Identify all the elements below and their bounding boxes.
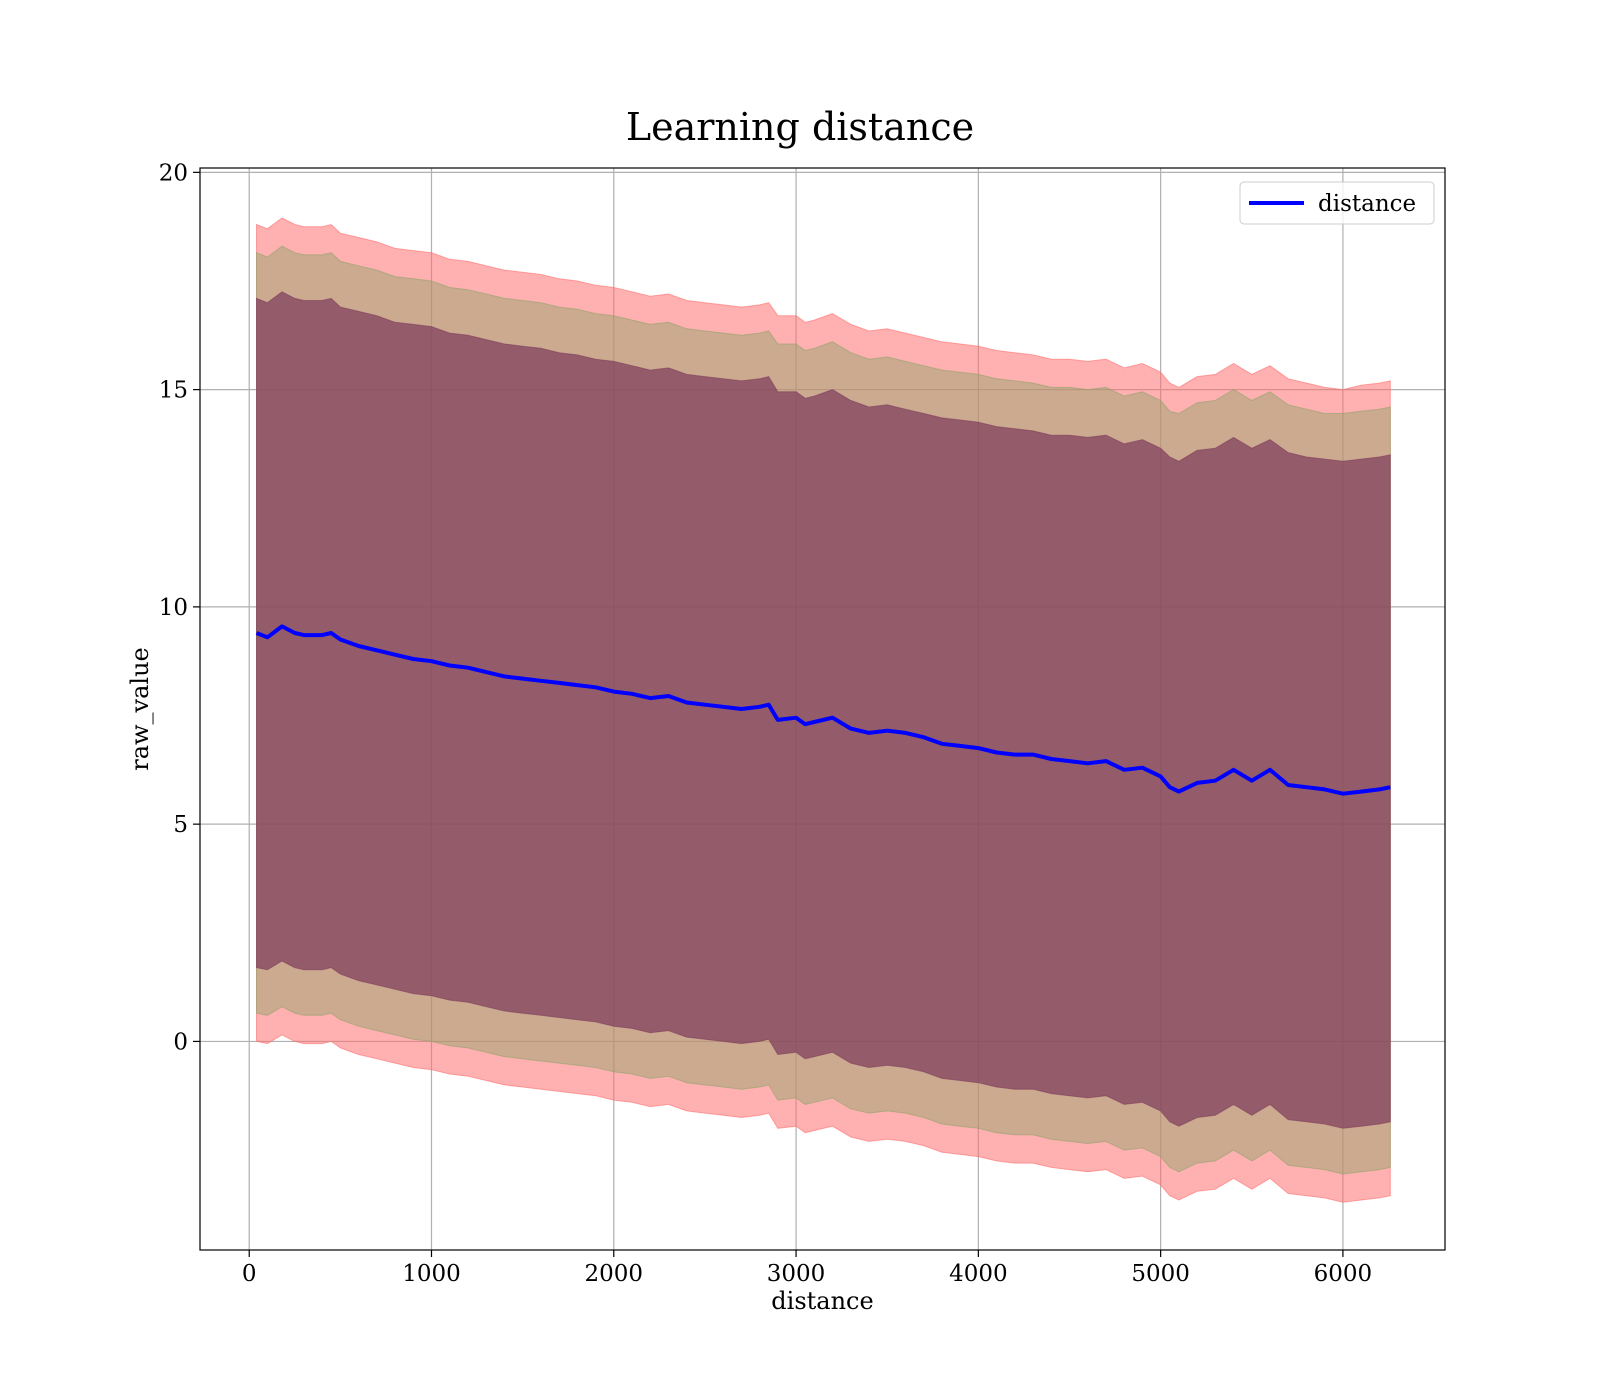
x-tick-label: 1000 — [402, 1261, 461, 1287]
chart-title: Learning distance — [626, 105, 974, 149]
y-tick-label: 5 — [173, 812, 188, 838]
legend-label-distance: distance — [1318, 191, 1416, 217]
y-tick-label: 15 — [159, 378, 188, 404]
x-tick-label: 4000 — [949, 1261, 1008, 1287]
legend-box — [1239, 181, 1435, 225]
y-tick-label: 0 — [173, 1029, 188, 1055]
y-axis-label: raw_value — [126, 647, 154, 771]
legend: distance — [1239, 181, 1435, 225]
series-line-distance — [255, 624, 1391, 796]
x-tick-label: 3000 — [767, 1261, 826, 1287]
confidence-band-2 — [256, 291, 1391, 1129]
axis-ticks: 0 1000 2000 3000 4000 5000 6000 0 5 10 15 20 — [159, 160, 1372, 1287]
x-tick-label: 2000 — [585, 1261, 644, 1287]
series-lines — [255, 624, 1391, 796]
x-tick-label: 5000 — [1131, 1261, 1190, 1287]
y-tick-label: 20 — [159, 160, 188, 186]
x-tick-label: 0 — [242, 1261, 257, 1287]
axes-frame — [199, 167, 1446, 1251]
x-tick-label: 6000 — [1314, 1261, 1373, 1287]
y-tick-label: 10 — [159, 595, 188, 621]
x-axis-label: distance — [771, 1287, 873, 1315]
confidence-bands — [256, 217, 1391, 1203]
